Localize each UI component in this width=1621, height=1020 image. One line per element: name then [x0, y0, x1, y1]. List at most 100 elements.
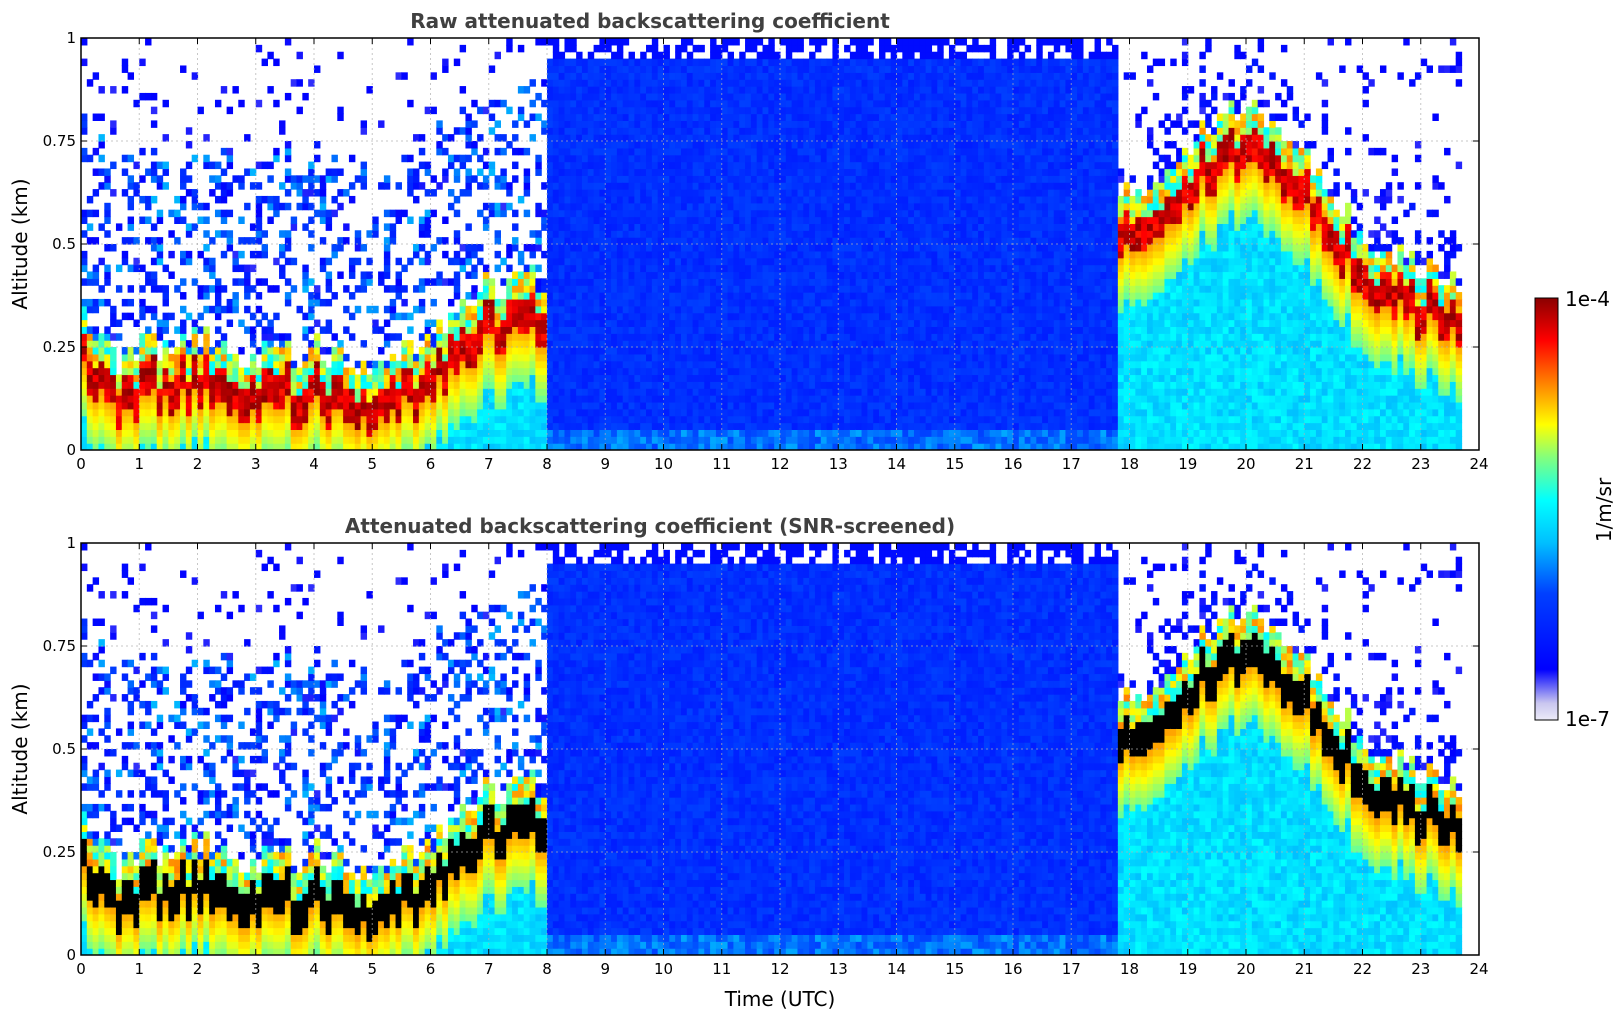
heatmap-cell — [785, 292, 793, 300]
heatmap-cell — [733, 395, 740, 403]
heatmap-cell — [296, 395, 303, 403]
heatmap-cell — [360, 415, 368, 424]
heatmap-cell — [343, 374, 350, 382]
heatmap-cell — [780, 182, 787, 190]
heatmap-cell — [745, 326, 752, 334]
heatmap-cell — [552, 237, 560, 245]
heatmap-cell — [284, 92, 292, 101]
heatmap-cell — [704, 436, 711, 444]
heatmap-cell — [593, 230, 601, 238]
heatmap-cell — [756, 292, 764, 300]
heatmap-cell — [121, 429, 129, 437]
heatmap-cell — [523, 326, 531, 334]
heatmap-cell — [529, 429, 536, 437]
heatmap-cell — [581, 257, 589, 266]
heatmap-cell — [785, 278, 793, 286]
heatmap-cell — [657, 65, 665, 73]
heatmap-cell — [733, 388, 740, 396]
heatmap-cell — [314, 401, 321, 410]
heatmap-cell — [296, 305, 303, 314]
heatmap-cell — [739, 237, 746, 245]
heatmap-cell — [663, 79, 670, 87]
heatmap-cell — [756, 154, 764, 163]
heatmap-cell — [453, 340, 461, 348]
heatmap-cell — [797, 120, 804, 128]
heatmap-cell — [616, 367, 624, 376]
heatmap-cell — [675, 360, 682, 369]
heatmap-cell — [506, 319, 513, 327]
heatmap-cell — [634, 326, 641, 334]
heatmap-cell — [780, 340, 787, 348]
heatmap-cell — [756, 367, 764, 376]
heatmap-cell — [477, 415, 484, 424]
heatmap-cell — [780, 216, 787, 224]
heatmap-cell — [715, 209, 723, 218]
heatmap-cell — [640, 388, 647, 396]
heatmap-cell — [803, 305, 810, 314]
heatmap-cell — [640, 305, 647, 314]
heatmap-cell — [733, 237, 740, 245]
heatmap-cell — [459, 244, 467, 252]
heatmap-cell — [780, 367, 787, 376]
heatmap-cell — [325, 278, 333, 286]
heatmap-cell — [290, 422, 298, 430]
heatmap-cell — [547, 92, 554, 101]
heatmap-cell — [401, 436, 408, 444]
heatmap-cell — [331, 381, 338, 389]
heatmap-cell — [634, 264, 641, 273]
heatmap-cell — [127, 175, 135, 183]
heatmap-cell — [430, 209, 437, 218]
heatmap-cell — [686, 230, 694, 238]
heatmap-cell — [727, 388, 734, 396]
heatmap-cell — [319, 237, 327, 245]
heatmap-cell — [640, 147, 647, 156]
heatmap-cell — [541, 99, 548, 108]
heatmap-cell — [768, 154, 775, 163]
heatmap-cell — [814, 99, 822, 108]
heatmap-cell — [640, 292, 647, 300]
heatmap-cell — [646, 278, 653, 286]
heatmap-cell — [209, 381, 216, 389]
heatmap-cell — [395, 367, 402, 376]
heatmap-cell — [506, 285, 513, 293]
heatmap-cell — [418, 257, 426, 266]
heatmap-cell — [809, 250, 816, 259]
heatmap-cell — [797, 305, 804, 314]
heatmap-cell — [471, 285, 478, 293]
heatmap-cell — [675, 51, 682, 60]
heatmap-cell — [150, 237, 158, 245]
heatmap-cell — [646, 367, 653, 376]
heatmap-cell — [739, 381, 746, 389]
heatmap-cell — [494, 175, 501, 183]
heatmap-cell — [436, 415, 443, 424]
heatmap-cell — [634, 278, 641, 286]
heatmap-cell — [663, 189, 670, 197]
heatmap-cell — [121, 353, 129, 362]
heatmap-cell — [611, 360, 618, 369]
heatmap-cell — [156, 381, 164, 389]
heatmap-cell — [133, 237, 140, 245]
heatmap-cell — [273, 347, 280, 355]
heatmap-cell — [803, 58, 810, 67]
heatmap-cell — [552, 106, 560, 115]
heatmap-cell — [570, 244, 577, 252]
heatmap-cell — [622, 58, 630, 67]
heatmap-cell — [692, 388, 700, 396]
heatmap-cell — [279, 381, 286, 389]
heatmap-cell — [226, 161, 234, 170]
heatmap-cell — [424, 436, 432, 444]
heatmap-cell — [570, 443, 577, 450]
heatmap-cell — [820, 168, 828, 176]
heatmap-cell — [360, 395, 368, 403]
heatmap-cell — [523, 436, 531, 444]
heatmap-cell — [244, 292, 251, 300]
heatmap-cell — [570, 285, 577, 293]
heatmap-cell — [127, 237, 135, 245]
heatmap-cell — [424, 106, 432, 115]
heatmap-cell — [791, 415, 799, 424]
heatmap-cell — [570, 79, 577, 87]
heatmap-cell — [453, 422, 461, 430]
heatmap-cell — [203, 257, 210, 266]
heatmap-cell — [418, 230, 426, 238]
heatmap-cell — [785, 44, 793, 53]
